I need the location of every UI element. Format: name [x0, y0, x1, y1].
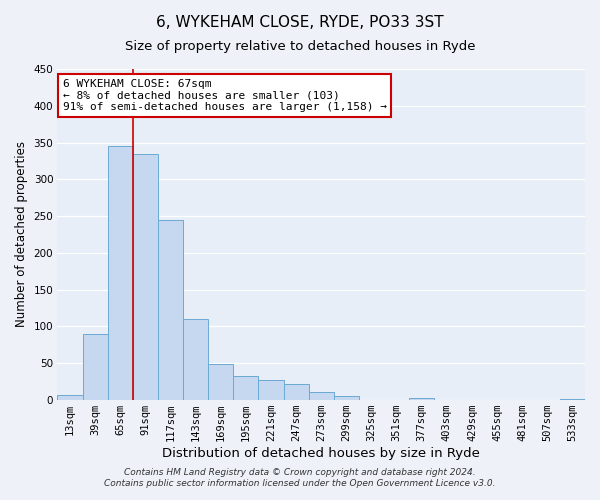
Bar — [284, 384, 308, 400]
Text: Size of property relative to detached houses in Ryde: Size of property relative to detached ho… — [125, 40, 475, 53]
Bar — [108, 146, 133, 400]
X-axis label: Distribution of detached houses by size in Ryde: Distribution of detached houses by size … — [162, 447, 480, 460]
Y-axis label: Number of detached properties: Number of detached properties — [15, 142, 28, 328]
Bar — [233, 376, 259, 400]
Bar — [259, 380, 284, 400]
Bar — [208, 364, 233, 400]
Bar — [83, 334, 108, 400]
Text: 6, WYKEHAM CLOSE, RYDE, PO33 3ST: 6, WYKEHAM CLOSE, RYDE, PO33 3ST — [156, 15, 444, 30]
Bar — [409, 398, 434, 400]
Bar — [158, 220, 183, 400]
Text: Contains HM Land Registry data © Crown copyright and database right 2024.
Contai: Contains HM Land Registry data © Crown c… — [104, 468, 496, 487]
Bar — [308, 392, 334, 400]
Text: 6 WYKEHAM CLOSE: 67sqm
← 8% of detached houses are smaller (103)
91% of semi-det: 6 WYKEHAM CLOSE: 67sqm ← 8% of detached … — [63, 79, 387, 112]
Bar — [334, 396, 359, 400]
Bar — [58, 394, 83, 400]
Bar — [560, 399, 585, 400]
Bar — [133, 154, 158, 400]
Bar — [183, 319, 208, 400]
